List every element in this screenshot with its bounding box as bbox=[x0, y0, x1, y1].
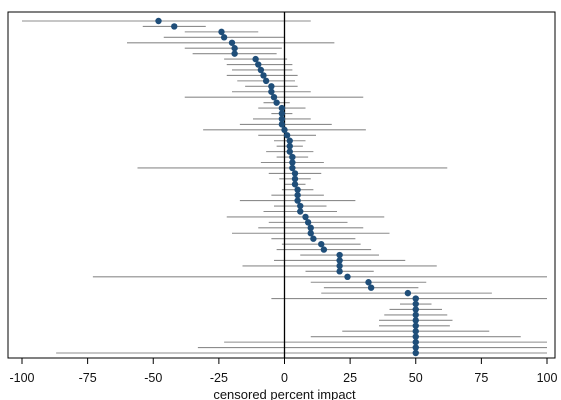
point-estimate bbox=[289, 159, 296, 166]
point-estimate bbox=[291, 175, 299, 183]
point-estimate bbox=[412, 322, 419, 329]
point-estimate bbox=[289, 164, 296, 172]
point-estimate bbox=[365, 279, 372, 286]
point-estimate bbox=[231, 45, 238, 52]
x-tick-label: -75 bbox=[79, 371, 97, 385]
point-estimate bbox=[278, 115, 286, 123]
point-estimate bbox=[286, 142, 293, 150]
point-estimate bbox=[294, 186, 301, 193]
point-estimate bbox=[262, 77, 270, 85]
point-estimate bbox=[307, 230, 314, 237]
point-estimate bbox=[273, 99, 280, 106]
point-estimate bbox=[304, 219, 312, 226]
point-estimate bbox=[291, 181, 299, 188]
point-estimate bbox=[404, 289, 412, 297]
point-estimate bbox=[412, 311, 419, 319]
plot-area-frame bbox=[7, 11, 556, 359]
point-estimate bbox=[307, 224, 314, 232]
point-estimate bbox=[302, 213, 309, 221]
point-estimate bbox=[283, 132, 291, 139]
point-estimate bbox=[294, 191, 301, 199]
point-estimate bbox=[278, 110, 286, 117]
point-estimate bbox=[294, 197, 301, 204]
point-estimate bbox=[286, 137, 293, 144]
point-estimate bbox=[336, 257, 343, 264]
point-estimate bbox=[220, 34, 228, 41]
point-estimate bbox=[257, 66, 265, 74]
point-estimate bbox=[252, 55, 259, 63]
x-tick-label: -100 bbox=[9, 371, 34, 385]
x-tick-label: -25 bbox=[210, 371, 228, 385]
point-estimate bbox=[412, 338, 419, 346]
x-tick-label: 0 bbox=[281, 371, 288, 385]
point-estimate bbox=[286, 148, 293, 155]
point-estimate bbox=[255, 61, 262, 68]
point-estimate bbox=[268, 83, 275, 90]
point-estimate bbox=[318, 240, 325, 248]
point-estimate bbox=[155, 17, 162, 25]
point-estimate bbox=[297, 208, 304, 215]
x-tick-label: -50 bbox=[144, 371, 162, 385]
point-estimate bbox=[218, 28, 225, 36]
point-estimate bbox=[260, 72, 267, 79]
x-tick-label: 100 bbox=[537, 371, 558, 385]
point-estimate bbox=[412, 328, 419, 335]
x-tick-label: 75 bbox=[474, 371, 488, 385]
point-estimate bbox=[367, 284, 375, 291]
point-estimate bbox=[268, 88, 275, 95]
point-estimate bbox=[336, 262, 343, 270]
x-axis-title: censored percent impact bbox=[213, 387, 356, 400]
point-estimate bbox=[336, 268, 343, 275]
point-estimate bbox=[231, 50, 238, 57]
point-estimate bbox=[291, 170, 299, 177]
point-estimate bbox=[412, 295, 419, 302]
point-estimate bbox=[270, 93, 278, 101]
point-estimate bbox=[289, 153, 296, 161]
point-estimate bbox=[412, 317, 419, 324]
point-estimate bbox=[412, 306, 419, 313]
x-tick-label: 50 bbox=[409, 371, 423, 385]
point-estimate bbox=[310, 235, 317, 242]
point-estimate bbox=[281, 126, 288, 134]
point-estimate bbox=[336, 251, 343, 259]
point-estimate bbox=[412, 344, 419, 351]
point-estimate bbox=[412, 349, 419, 357]
point-estimate bbox=[412, 300, 419, 308]
point-estimate bbox=[171, 23, 178, 30]
point-estimate bbox=[297, 202, 304, 210]
point-estimate bbox=[278, 104, 286, 112]
point-estimate bbox=[344, 273, 351, 281]
point-estimate bbox=[320, 246, 328, 253]
x-axis: -100 -75 -50 -25 0 25 50 75 100 bbox=[9, 358, 557, 385]
point-estimates bbox=[155, 17, 419, 357]
point-estimate bbox=[412, 333, 419, 340]
point-estimate bbox=[228, 39, 236, 46]
point-estimate bbox=[278, 121, 286, 128]
x-tick-label: 25 bbox=[343, 371, 357, 385]
